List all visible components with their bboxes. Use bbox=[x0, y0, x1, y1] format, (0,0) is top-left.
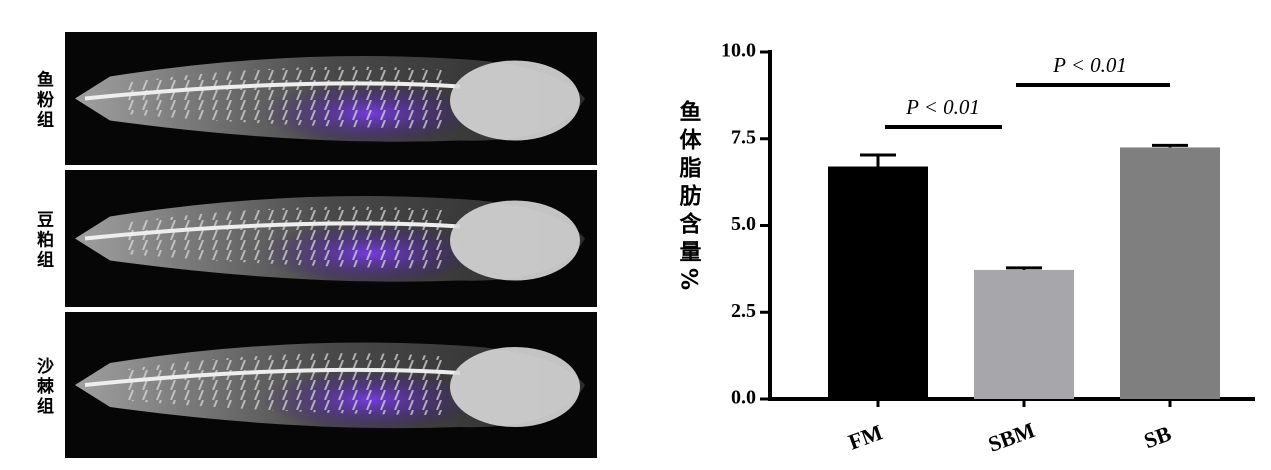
bar bbox=[828, 166, 928, 399]
bar bbox=[974, 269, 1074, 399]
fish-spine bbox=[84, 367, 461, 387]
panel-label: 豆粕组 bbox=[33, 210, 54, 270]
fish-spine bbox=[84, 81, 461, 101]
x-tick-label: FM bbox=[845, 419, 886, 454]
y-tick-label: 5.0 bbox=[731, 213, 756, 235]
y-axis-label: 鱼体脂肪含量% bbox=[676, 99, 702, 296]
x-tick-label: SBM bbox=[985, 417, 1039, 457]
panel-label: 沙棘组 bbox=[33, 357, 54, 417]
fish-head bbox=[450, 200, 580, 281]
annotation: P < 0.01 bbox=[905, 95, 980, 119]
bar bbox=[1120, 147, 1220, 399]
x-tick-label: SB bbox=[1141, 420, 1175, 453]
panel-label: 鱼粉组 bbox=[33, 69, 54, 130]
fish-spine bbox=[84, 221, 461, 241]
fish-head bbox=[450, 60, 580, 141]
y-tick-label: 2.5 bbox=[731, 300, 756, 322]
chart: P < 0.01 P < 0.01 鱼体脂肪含量% 0.0 2.5 5.0 7.5 10… bbox=[676, 40, 1255, 457]
y-tick-label: 10.0 bbox=[721, 40, 756, 62]
y-tick-label: 7.5 bbox=[731, 126, 756, 148]
y-tick-label: 0.0 bbox=[731, 387, 756, 409]
annotation: P < 0.01 bbox=[1052, 53, 1127, 77]
fish-head bbox=[450, 347, 580, 427]
